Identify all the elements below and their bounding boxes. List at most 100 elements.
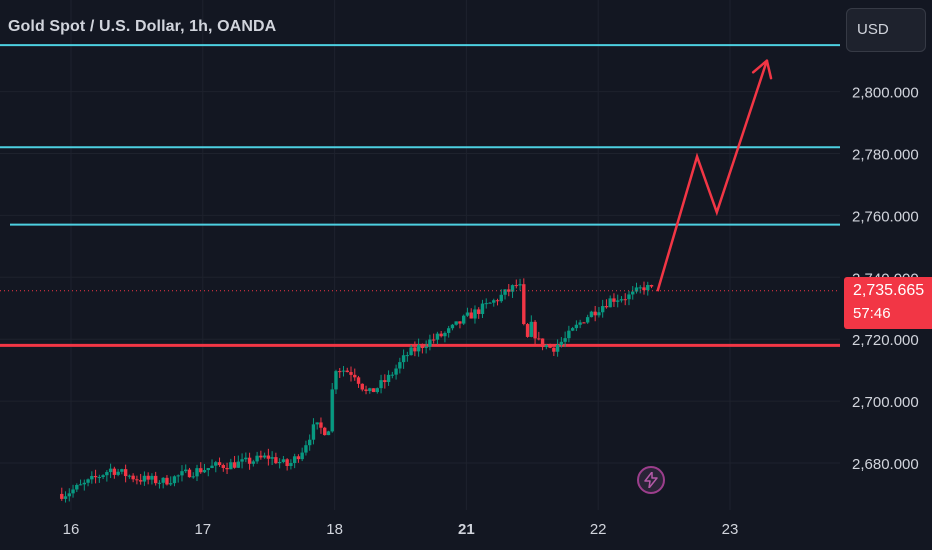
- candle-body: [262, 455, 267, 458]
- candle-body: [544, 345, 549, 348]
- candle-body: [379, 380, 383, 389]
- candle-body: [383, 380, 387, 383]
- candle-body: [195, 468, 199, 477]
- projection-arrowhead: [765, 59, 773, 80]
- candle-body: [525, 324, 530, 337]
- candle-body: [492, 300, 496, 303]
- candle-body: [289, 463, 293, 467]
- candle-body: [120, 469, 124, 472]
- candle-body: [184, 469, 188, 472]
- candle-body: [60, 493, 64, 499]
- time-axis: 16 17 18 21 22 23: [63, 521, 739, 538]
- candle-body: [413, 347, 417, 352]
- candle-body: [217, 462, 222, 466]
- candle-body: [420, 345, 425, 349]
- y-tick-label: 2,780.000: [852, 147, 919, 164]
- candle-body: [646, 284, 650, 291]
- candle-body: [93, 475, 98, 478]
- candle-body: [131, 475, 135, 480]
- candle-body: [574, 324, 579, 329]
- candle-body: [582, 322, 586, 324]
- candle-body: [259, 455, 263, 458]
- candle-body: [623, 299, 627, 301]
- lightning-icon[interactable]: [637, 466, 665, 494]
- candle-body: [398, 362, 402, 369]
- candle-body: [450, 324, 455, 329]
- candle-body: [202, 470, 207, 473]
- candle-body: [135, 479, 139, 481]
- x-tick-label: 21: [458, 521, 475, 538]
- candle-body: [484, 303, 488, 305]
- candles: [60, 278, 654, 503]
- candle-body: [424, 346, 428, 349]
- candle-body: [405, 355, 410, 357]
- candle-body: [593, 311, 597, 316]
- candle-body: [75, 484, 79, 490]
- candle-body: [251, 461, 256, 464]
- candle-body: [356, 377, 361, 384]
- candle-body: [563, 338, 567, 342]
- candle-body: [495, 300, 500, 302]
- currency-button[interactable]: USD: [846, 8, 926, 52]
- candle-body: [108, 468, 113, 473]
- last-price-value: 2,735.665: [853, 282, 925, 299]
- x-tick-label: 23: [722, 521, 739, 538]
- candle-body: [157, 482, 162, 484]
- y-tick-label: 2,760.000: [852, 208, 919, 225]
- candle-body: [292, 456, 297, 464]
- candle-body: [589, 311, 594, 318]
- y-tick-label: 2,700.000: [852, 394, 919, 411]
- candle-body: [240, 459, 244, 462]
- candle-body: [458, 321, 462, 324]
- candle-body: [469, 312, 473, 319]
- candle-body: [533, 321, 537, 339]
- candle-body: [529, 321, 534, 337]
- candle-body: [375, 388, 380, 393]
- candle-body: [394, 368, 398, 375]
- candle-body: [274, 457, 278, 464]
- candle-body: [285, 459, 289, 467]
- candle-body: [518, 284, 522, 286]
- candle-body: [608, 298, 612, 308]
- candle-body: [446, 328, 451, 333]
- projection-arrowhead: [751, 59, 769, 74]
- candle-body: [225, 467, 229, 470]
- candle-body: [360, 383, 364, 390]
- candle-body: [537, 338, 541, 340]
- candle-body: [319, 422, 323, 428]
- candle-body: [277, 461, 282, 464]
- candle-body: [567, 330, 571, 339]
- candle-body: [214, 462, 218, 466]
- candle-body: [401, 355, 406, 363]
- candle-body: [300, 452, 304, 460]
- candle-body: [570, 328, 575, 331]
- candle-body: [349, 372, 353, 375]
- candle-body: [281, 459, 286, 462]
- candle-body: [255, 455, 259, 462]
- candle-body: [341, 370, 346, 372]
- candle-body: [296, 456, 301, 460]
- candle-body: [499, 294, 503, 302]
- candle-body: [97, 477, 102, 479]
- candle-body: [307, 439, 312, 446]
- candle-body: [428, 339, 432, 347]
- candle-body: [323, 427, 327, 436]
- candle-body: [112, 468, 117, 475]
- candle-body: [180, 471, 184, 476]
- candle-body: [236, 461, 241, 468]
- candle-body: [165, 477, 169, 485]
- candle-body: [510, 285, 515, 292]
- y-tick-label: 2,800.000: [852, 85, 919, 102]
- candle-body: [270, 457, 274, 459]
- candle-body: [522, 284, 526, 325]
- candle-body: [199, 468, 203, 473]
- candle-body: [101, 475, 105, 478]
- candle-body: [604, 306, 609, 308]
- candle-body: [548, 345, 552, 348]
- candle-body: [540, 338, 545, 348]
- candle-body: [210, 465, 214, 469]
- candle-body: [338, 371, 342, 373]
- candle-body: [616, 300, 620, 302]
- candle-body: [63, 496, 68, 499]
